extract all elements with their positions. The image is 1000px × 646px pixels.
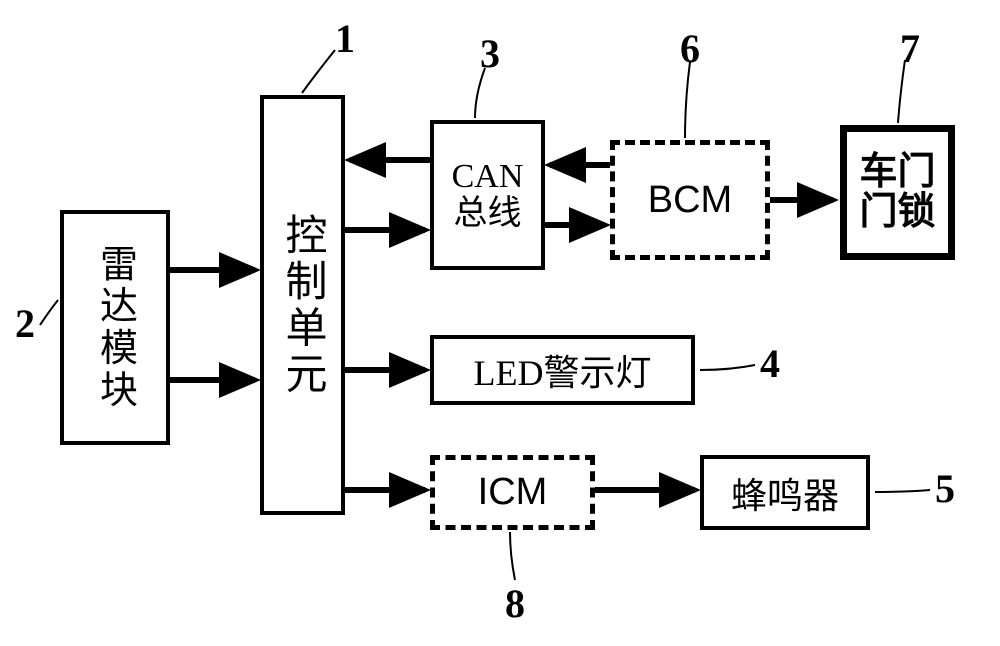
diagram-canvas: 雷达模块 控制单元 CAN 总线 BCM 车门 门锁 LED警示灯 ICM 蜂鸣… [0,0,1000,646]
box-buzzer: 蜂鸣器 [700,455,870,530]
box-control-unit: 控制单元 [260,95,345,515]
label-8: 8 [505,580,525,627]
box-door-lock: 车门 门锁 [840,125,955,260]
box-control-unit-label: 控制单元 [272,213,333,398]
box-can-bus-label: CAN 总线 [452,158,524,233]
box-radar-label: 雷达模块 [88,244,143,411]
box-led-warning-label: LED警示灯 [474,344,652,396]
label-2: 2 [15,300,35,347]
box-bcm-label: BCM [648,179,732,222]
box-icm: ICM [430,455,595,530]
label-4: 4 [760,340,780,387]
label-5: 5 [935,465,955,512]
label-7: 7 [900,25,920,72]
box-bcm: BCM [610,140,770,260]
box-icm-label: ICM [478,471,548,514]
box-door-lock-label: 车门 门锁 [859,153,935,233]
label-3: 3 [480,30,500,77]
box-can-bus: CAN 总线 [430,120,545,270]
label-6: 6 [680,25,700,72]
box-radar: 雷达模块 [60,210,170,445]
box-buzzer-label: 蜂鸣器 [731,467,839,519]
label-1: 1 [335,15,355,62]
box-led-warning: LED警示灯 [430,335,695,405]
